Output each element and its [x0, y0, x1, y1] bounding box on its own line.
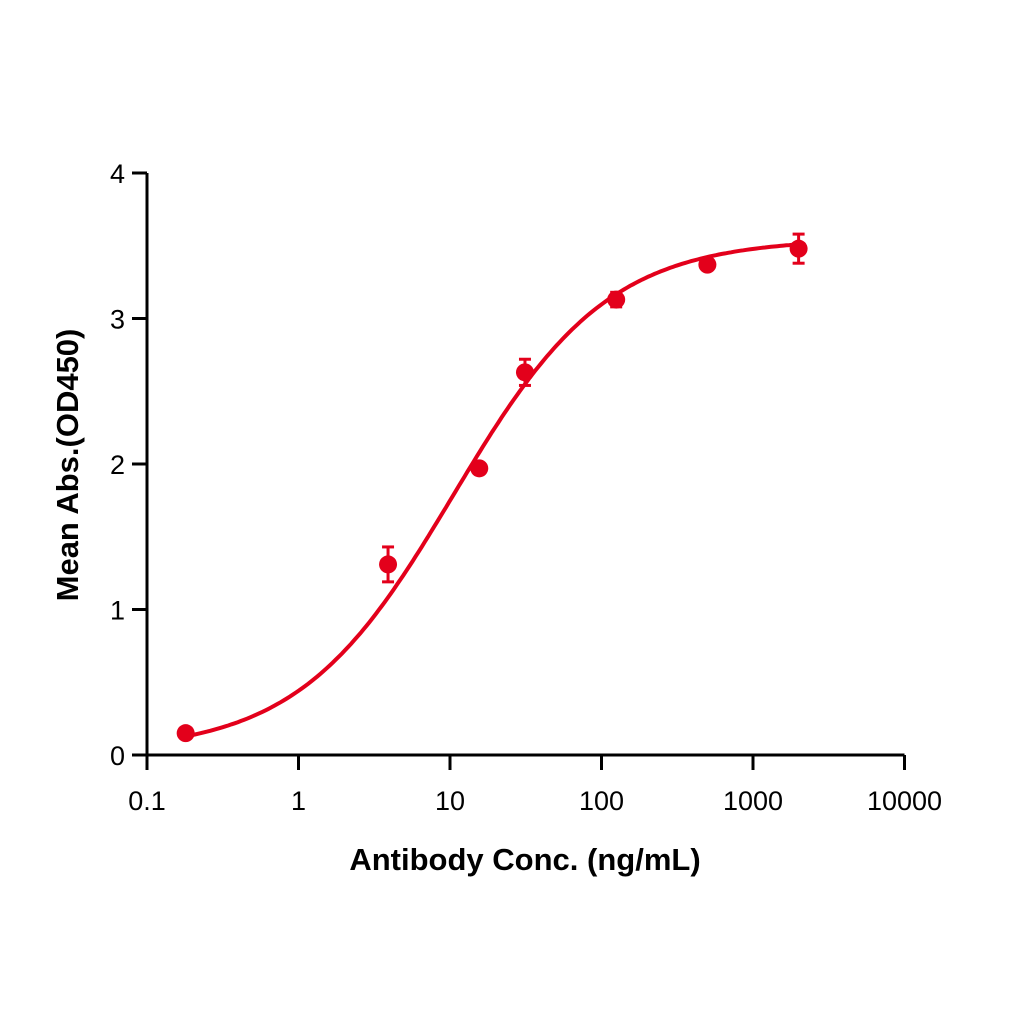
x-tick-label: 0.1 — [128, 786, 166, 816]
fit-line — [185, 242, 799, 739]
x-tick-label: 10 — [435, 786, 465, 816]
y-tick-label: 4 — [110, 159, 125, 189]
y-axis-title: Mean Abs.(OD450) — [50, 329, 85, 602]
data-point — [515, 357, 534, 387]
y-tick-label: 0 — [110, 741, 125, 771]
data-point — [789, 232, 808, 265]
marker — [515, 363, 534, 382]
x-tick-label: 1 — [291, 786, 306, 816]
x-tick-label: 100 — [579, 786, 624, 816]
fit-curve — [185, 242, 799, 739]
data-point — [470, 459, 489, 478]
marker — [470, 459, 489, 478]
y-tick-label: 3 — [110, 305, 125, 335]
data-point — [607, 290, 626, 309]
marker — [379, 555, 398, 574]
marker — [698, 255, 717, 274]
data-point — [698, 255, 717, 274]
marker — [176, 724, 195, 743]
data-point — [379, 545, 398, 584]
marker — [789, 239, 808, 258]
data-points — [176, 232, 808, 743]
x-tick-label: 1000 — [723, 786, 783, 816]
marker — [607, 290, 626, 309]
y-tick-label: 2 — [110, 450, 125, 480]
axes: 0.1 1 10 100 1000 10000 0 1 2 3 4 — [110, 159, 942, 816]
x-tick-label: 10000 — [867, 786, 942, 816]
x-axis-title: Antibody Conc. (ng/mL) — [349, 842, 700, 877]
data-point — [176, 724, 195, 743]
y-tick-label: 1 — [110, 596, 125, 626]
